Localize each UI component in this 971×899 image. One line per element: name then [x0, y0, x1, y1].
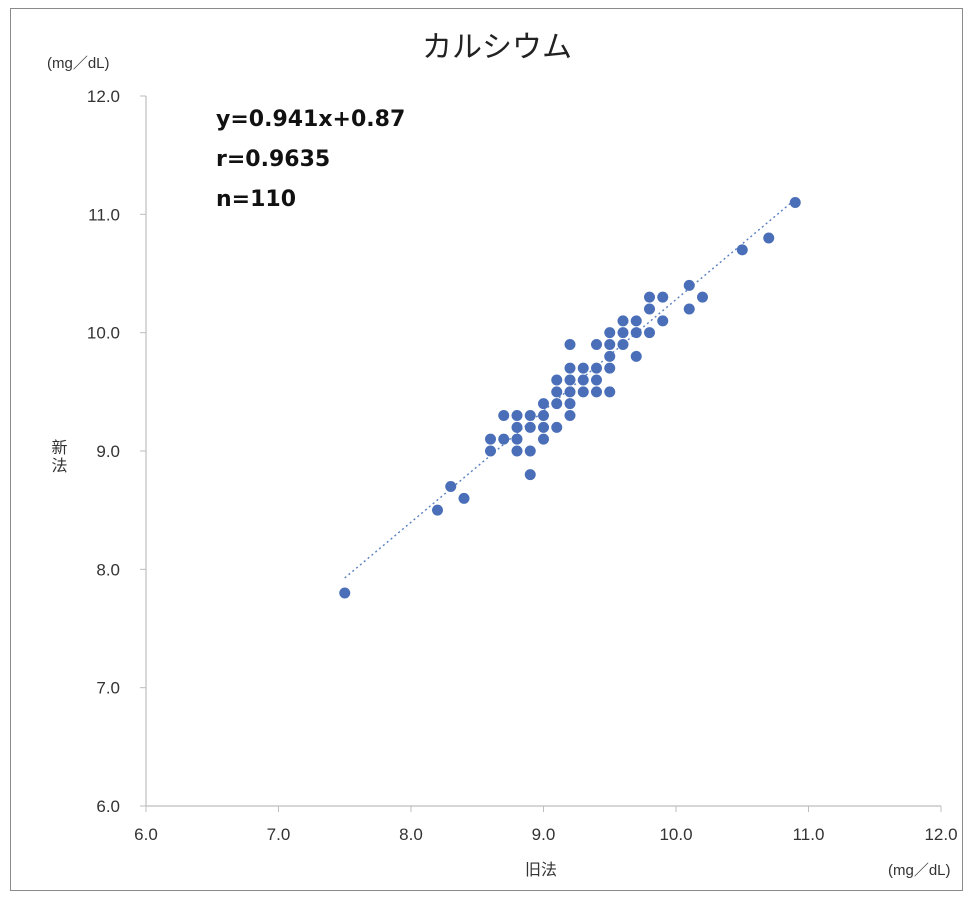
data-point	[511, 445, 523, 457]
data-point	[485, 433, 496, 445]
data-point	[683, 279, 695, 291]
x-tick-label: 11.0	[793, 825, 825, 844]
chart-frame: カルシウム (mg／dL) (mg／dL) 旧法 新法 y=0.941x+0.8…	[10, 8, 963, 891]
data-point	[630, 327, 642, 339]
x-tick-label: 6.0	[134, 825, 158, 844]
sample-count: n=110	[216, 187, 296, 212]
data-point	[524, 445, 536, 457]
correlation-coefficient: r=0.9635	[216, 147, 330, 172]
data-point	[564, 398, 576, 410]
data-point	[485, 445, 496, 457]
data-point	[736, 244, 748, 256]
data-point	[577, 374, 589, 386]
data-point	[604, 362, 616, 374]
data-point	[604, 339, 616, 350]
data-point	[604, 350, 616, 362]
data-point	[551, 374, 563, 386]
x-tick-label: 10.0	[659, 825, 692, 844]
y-tick-label: 9.0	[96, 442, 120, 461]
data-point	[511, 421, 523, 433]
data-point	[551, 398, 563, 410]
x-unit-label: (mg／dL)	[888, 862, 951, 879]
y-axis-label: 新法	[49, 439, 68, 475]
data-point	[789, 197, 801, 208]
data-point	[564, 362, 576, 374]
y-tick-label: 7.0	[96, 679, 120, 698]
data-point	[445, 481, 457, 492]
y-tick-label: 11.0	[88, 205, 120, 224]
data-point	[644, 327, 655, 339]
y-tick-label: 8.0	[96, 560, 120, 579]
data-point	[524, 469, 536, 481]
x-tick-label: 7.0	[267, 825, 291, 844]
data-point	[564, 374, 576, 386]
data-point	[657, 291, 669, 303]
data-point	[339, 587, 351, 599]
regression-equation: y=0.941x+0.87	[216, 107, 405, 132]
data-point	[657, 315, 669, 327]
x-tick-labels: 6.0 7.0 8.0 9.0 10.0 11.0 12.0	[134, 825, 957, 844]
data-point	[591, 339, 602, 350]
data-points	[339, 197, 801, 599]
data-point	[697, 291, 708, 303]
data-point	[498, 410, 510, 421]
x-axis-label: 旧法	[525, 860, 557, 879]
chart-title: カルシウム	[422, 30, 572, 65]
data-point	[564, 339, 576, 350]
data-point	[432, 504, 443, 516]
x-tick-label: 9.0	[532, 825, 556, 844]
x-tick-label: 12.0	[924, 825, 957, 844]
axes	[140, 95, 942, 812]
data-point	[683, 303, 695, 315]
y-unit-label: (mg／dL)	[47, 55, 110, 72]
data-point	[591, 374, 602, 386]
data-point	[630, 350, 642, 362]
trendline-group	[344, 198, 796, 579]
data-point	[644, 303, 655, 315]
data-point	[564, 386, 576, 398]
regression-stats: y=0.941x+0.87 r=0.9635 n=110	[216, 107, 405, 212]
data-point	[551, 386, 563, 398]
data-point	[498, 433, 510, 445]
data-point	[458, 492, 470, 504]
data-point	[524, 421, 536, 433]
data-point	[617, 327, 629, 339]
trendline	[344, 198, 796, 579]
data-point	[538, 398, 549, 410]
data-point	[591, 386, 602, 398]
y-tick-label: 6.0	[96, 797, 120, 816]
x-tick-label: 8.0	[399, 825, 423, 844]
y-tick-label: 10.0	[87, 324, 120, 343]
data-point	[551, 421, 563, 433]
data-point	[524, 410, 536, 421]
data-point	[538, 421, 549, 433]
data-point	[511, 433, 523, 445]
data-point	[630, 315, 642, 327]
data-point	[538, 410, 549, 421]
data-point	[617, 339, 629, 350]
data-point	[763, 232, 775, 244]
data-point	[604, 386, 616, 398]
y-tick-labels: 6.0 7.0 8.0 9.0 10.0 11.0 12.0	[87, 87, 120, 816]
y-tick-label: 12.0	[87, 87, 120, 106]
data-point	[617, 315, 629, 327]
data-point	[538, 433, 549, 445]
data-point	[564, 410, 576, 421]
data-point	[591, 362, 602, 374]
data-point	[511, 410, 523, 421]
data-point	[644, 291, 655, 303]
data-point	[577, 386, 589, 398]
data-point	[577, 362, 589, 374]
scatter-chart: カルシウム (mg／dL) (mg／dL) 旧法 新法 y=0.941x+0.8…	[47, 30, 958, 879]
data-point	[604, 327, 616, 339]
